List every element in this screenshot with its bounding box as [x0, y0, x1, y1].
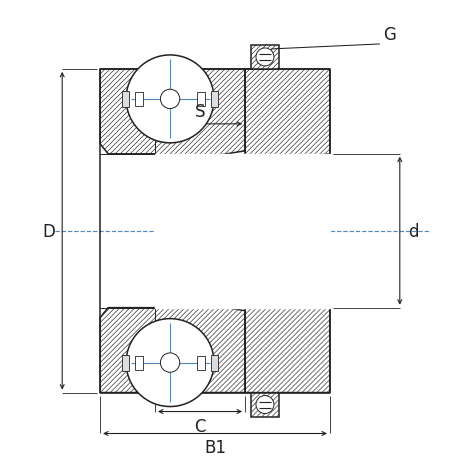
Bar — [122, 355, 129, 371]
Bar — [135, 356, 143, 370]
Bar — [211, 92, 218, 108]
Text: d: d — [408, 222, 418, 240]
Circle shape — [126, 319, 213, 407]
Bar — [245, 155, 329, 308]
Polygon shape — [100, 70, 245, 164]
Bar — [196, 93, 204, 106]
Text: S: S — [194, 103, 205, 121]
Text: C: C — [194, 417, 205, 435]
Circle shape — [255, 396, 274, 414]
Text: D: D — [43, 222, 56, 240]
Circle shape — [160, 353, 179, 372]
Bar — [211, 355, 218, 371]
Circle shape — [160, 90, 179, 109]
Bar — [122, 92, 129, 108]
Polygon shape — [251, 393, 278, 417]
Text: G: G — [382, 26, 395, 44]
Bar — [135, 93, 143, 106]
Bar — [196, 356, 204, 370]
Polygon shape — [251, 46, 278, 70]
Text: B1: B1 — [204, 438, 225, 457]
Polygon shape — [245, 70, 329, 162]
Polygon shape — [245, 300, 329, 393]
Bar — [155, 155, 245, 308]
Circle shape — [255, 49, 274, 67]
Circle shape — [126, 56, 213, 144]
Polygon shape — [100, 298, 245, 393]
